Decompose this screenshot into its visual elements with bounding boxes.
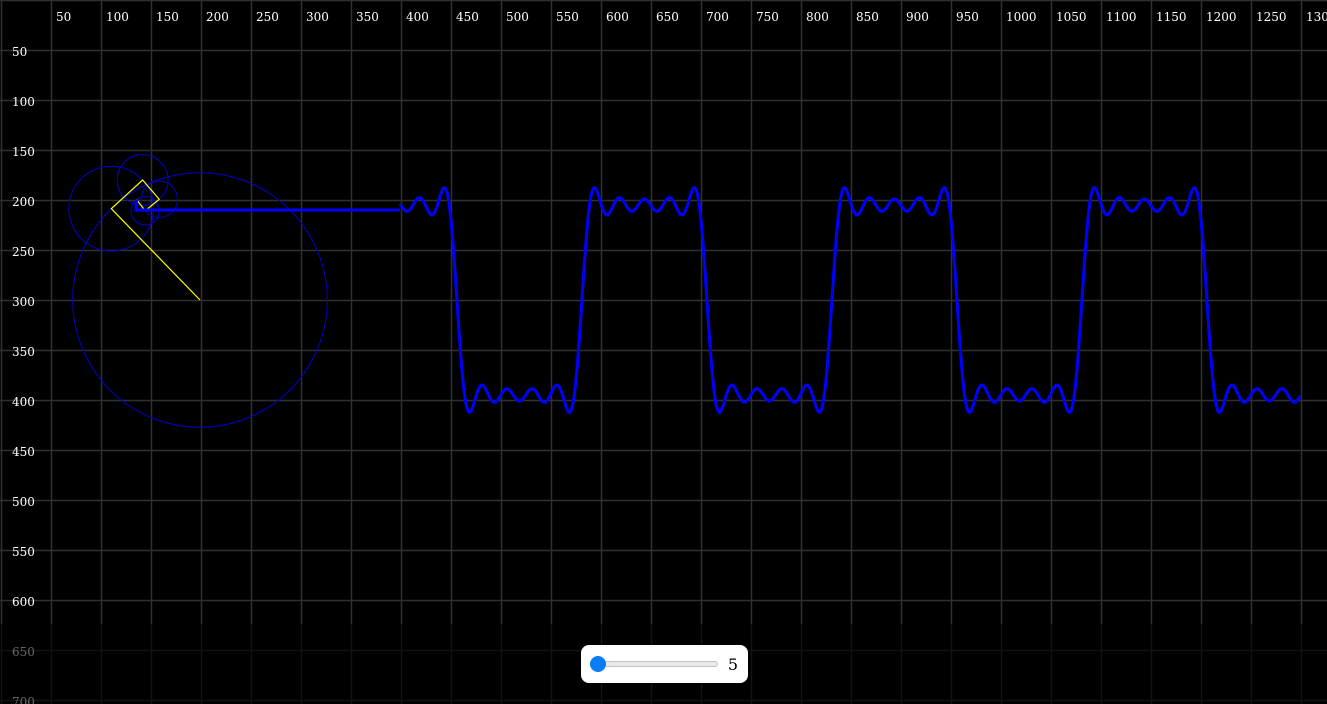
connector-line: [134, 199, 400, 212]
x-tick-label: 650: [656, 10, 679, 24]
terms-slider[interactable]: [590, 656, 718, 672]
epicycle-circle: [140, 180, 178, 218]
x-tick-label: 1150: [1156, 10, 1187, 24]
y-tick-label: 100: [12, 95, 35, 109]
epicycle-circle: [72, 172, 328, 428]
x-tick-label: 250: [256, 10, 279, 24]
y-tick-label: 450: [12, 445, 35, 459]
x-tick-label: 400: [406, 10, 429, 24]
y-tick-label: 350: [12, 345, 35, 359]
x-tick-label: 1200: [1206, 10, 1237, 24]
x-tick-label: 150: [156, 10, 179, 24]
terms-control-panel: 5: [581, 645, 748, 683]
x-tick-label: 1000: [1006, 10, 1037, 24]
square-wave-curve: [398, 186, 1302, 414]
x-tick-label: 700: [706, 10, 729, 24]
x-tick-label: 550: [556, 10, 579, 24]
x-tick-label: 950: [956, 10, 979, 24]
y-tick-label: 250: [12, 245, 35, 259]
x-tick-label: 1050: [1056, 10, 1087, 24]
y-tick-label: 150: [12, 145, 35, 159]
x-tick-label: 600: [606, 10, 629, 24]
y-tick-label: 300: [12, 295, 35, 309]
x-tick-label: 100: [106, 10, 129, 24]
x-axis-labels: 50 100 150 200 250 300 350 400 450 500 550 600 650 70…: [56, 10, 1327, 24]
y-tick-label: 600: [12, 595, 35, 609]
slider-thumb[interactable]: [590, 656, 606, 672]
y-axis-labels: 50 100 150 200 250 300 350 400 450 500 550 600 650 70…: [12, 45, 35, 704]
x-tick-label: 450: [456, 10, 479, 24]
x-tick-label: 900: [906, 10, 929, 24]
x-tick-label: 800: [806, 10, 829, 24]
y-tick-label: 650: [12, 645, 35, 659]
x-tick-label: 1100: [1106, 10, 1137, 24]
y-tick-label: 550: [12, 545, 35, 559]
x-tick-label: 350: [356, 10, 379, 24]
x-tick-label: 300: [306, 10, 329, 24]
y-tick-label: 200: [12, 195, 35, 209]
x-tick-label: 750: [756, 10, 779, 24]
y-tick-label: 700: [12, 695, 35, 704]
epicycle-circles: [68, 154, 328, 428]
x-tick-label: 1300: [1306, 10, 1327, 24]
x-tick-label: 200: [206, 10, 229, 24]
x-tick-label: 1250: [1256, 10, 1287, 24]
x-tick-label: 50: [56, 10, 71, 24]
y-tick-label: 400: [12, 395, 35, 409]
y-tick-label: 50: [12, 45, 27, 59]
x-tick-label: 500: [506, 10, 529, 24]
x-tick-label: 850: [856, 10, 879, 24]
terms-value: 5: [727, 654, 738, 674]
y-tick-label: 500: [12, 495, 35, 509]
